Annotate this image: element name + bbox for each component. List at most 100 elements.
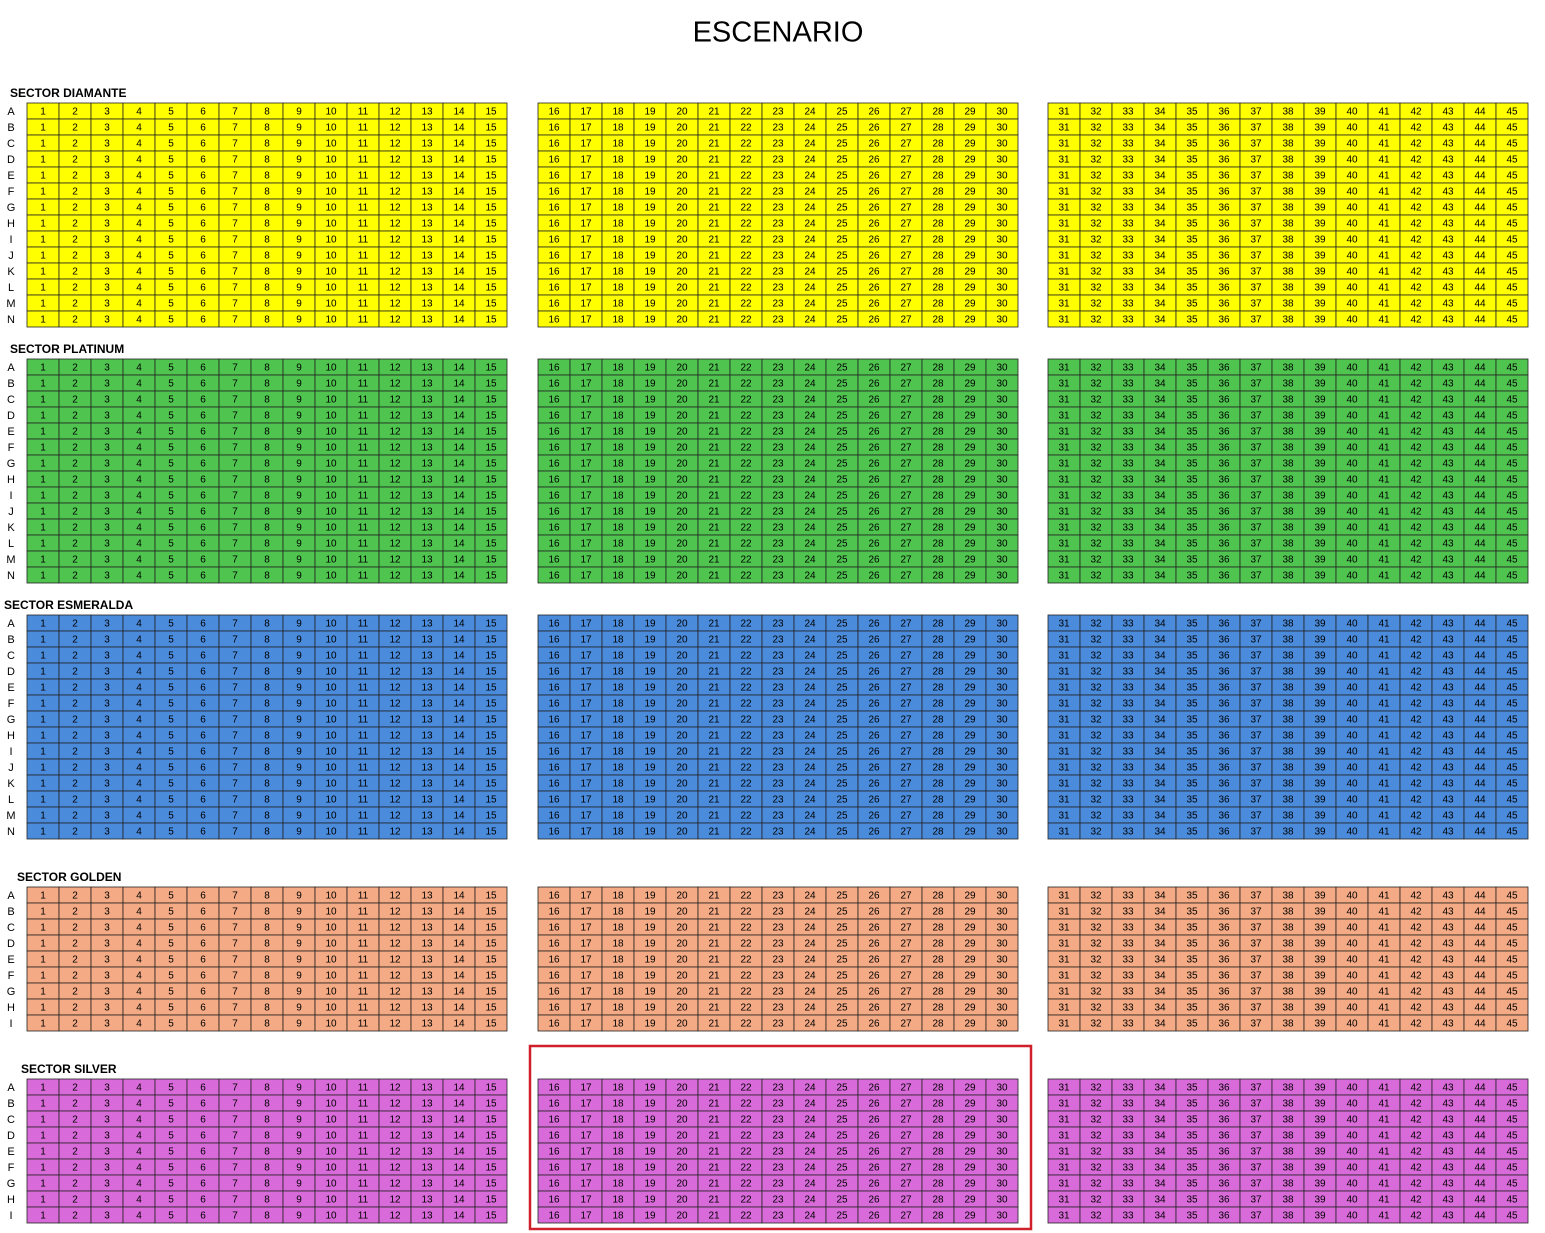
seat-number: 29 xyxy=(964,715,976,726)
seat-number: 6 xyxy=(200,107,206,118)
seat-number: 22 xyxy=(740,171,752,182)
seat-number: 28 xyxy=(932,427,944,438)
seat-number: 8 xyxy=(264,155,270,166)
seat-number: 38 xyxy=(1282,1083,1294,1094)
seat[interactable] xyxy=(985,310,1019,328)
seat-number: 15 xyxy=(485,971,497,982)
seat-number: 37 xyxy=(1250,1115,1262,1126)
seat-number: 5 xyxy=(168,683,174,694)
seat-number: 34 xyxy=(1154,987,1166,998)
seat-number: 13 xyxy=(421,523,433,534)
seat-number: 11 xyxy=(358,1003,369,1014)
seat-number: 14 xyxy=(453,907,465,918)
seat-number: 37 xyxy=(1250,491,1262,502)
seat-number: 45 xyxy=(1506,571,1518,582)
seat-number: 45 xyxy=(1506,187,1518,198)
seat-number: 41 xyxy=(1378,939,1390,950)
seat-number: 15 xyxy=(485,683,497,694)
seat-number: 2 xyxy=(72,1019,78,1030)
seat-number: 3 xyxy=(104,891,110,902)
seat-number: 33 xyxy=(1122,1083,1134,1094)
seat-number: 43 xyxy=(1442,555,1454,566)
seat-number: 20 xyxy=(676,155,688,166)
seat-number: 9 xyxy=(296,763,302,774)
seat-number: 3 xyxy=(104,827,110,838)
seat-number: 19 xyxy=(644,1099,656,1110)
seat-number: 34 xyxy=(1154,811,1166,822)
seat-number: 34 xyxy=(1154,443,1166,454)
seat-number: 24 xyxy=(804,651,816,662)
seat-number: 13 xyxy=(421,635,433,646)
seat-number: 22 xyxy=(740,795,752,806)
seat-number: 41 xyxy=(1378,971,1390,982)
seat-number: 29 xyxy=(964,923,976,934)
seat-number: 20 xyxy=(676,363,688,374)
seat-number: 43 xyxy=(1442,667,1454,678)
seat-number: 13 xyxy=(421,267,433,278)
seat[interactable] xyxy=(474,310,508,328)
seat-number: 16 xyxy=(548,907,560,918)
seat-number: 21 xyxy=(708,923,720,934)
seat-number: 18 xyxy=(612,123,624,134)
seat-number: 11 xyxy=(358,475,369,486)
seat-number: 45 xyxy=(1506,795,1518,806)
seat-number: 37 xyxy=(1250,523,1262,534)
seat-number: 15 xyxy=(485,395,497,406)
seat-number: 20 xyxy=(676,939,688,950)
seat-number: 31 xyxy=(1058,763,1070,774)
seat-number: 8 xyxy=(264,811,270,822)
seat-number: 9 xyxy=(296,491,302,502)
seat-number: 20 xyxy=(676,1003,688,1014)
seat-number: 26 xyxy=(868,491,880,502)
seat-number: 44 xyxy=(1474,971,1486,982)
seat-number: 2 xyxy=(72,747,78,758)
seat-number: 23 xyxy=(772,651,784,662)
seat-number: 7 xyxy=(232,1019,238,1030)
seat-number: 37 xyxy=(1250,155,1262,166)
seat[interactable] xyxy=(1495,310,1529,328)
seat-number: 14 xyxy=(453,123,465,134)
seat-number: 15 xyxy=(485,731,497,742)
seat-number: 43 xyxy=(1442,1019,1454,1030)
seat-number: 11 xyxy=(358,139,369,150)
seat-number: 3 xyxy=(104,155,110,166)
seat-number: 9 xyxy=(296,731,302,742)
seat-number: 18 xyxy=(612,299,624,310)
seat-number: 31 xyxy=(1058,971,1070,982)
seat-number: 29 xyxy=(964,731,976,742)
seat-number: 8 xyxy=(264,779,270,790)
seat-number: 35 xyxy=(1186,171,1198,182)
seat-number: 41 xyxy=(1378,987,1390,998)
seat-number: 40 xyxy=(1346,139,1358,150)
seat-number: 43 xyxy=(1442,891,1454,902)
seat-number: 19 xyxy=(644,523,656,534)
seat-number: 44 xyxy=(1474,827,1486,838)
seat-number: 40 xyxy=(1346,555,1358,566)
seat-number: 31 xyxy=(1058,811,1070,822)
seat-number: 9 xyxy=(296,427,302,438)
seat-number: 17 xyxy=(580,203,592,214)
seat-number: 13 xyxy=(421,219,433,230)
seat-number: 28 xyxy=(932,747,944,758)
seat-number: 27 xyxy=(900,219,912,230)
seat-number: 4 xyxy=(136,939,142,950)
seat-number: 4 xyxy=(136,667,142,678)
seat-number: 33 xyxy=(1122,523,1134,534)
seat-number: 33 xyxy=(1122,827,1134,838)
seat-number: 6 xyxy=(200,475,206,486)
seat-number: 8 xyxy=(264,107,270,118)
seat-number: 28 xyxy=(932,795,944,806)
seat-number: 34 xyxy=(1154,475,1166,486)
row-label: F xyxy=(8,442,15,454)
seat-number: 24 xyxy=(804,315,816,326)
seat-number: 32 xyxy=(1090,123,1102,134)
seat-number: 4 xyxy=(136,491,142,502)
seat-number: 28 xyxy=(932,1003,944,1014)
seat-number: 33 xyxy=(1122,1099,1134,1110)
seat-number: 23 xyxy=(772,699,784,710)
seat-number: 43 xyxy=(1442,363,1454,374)
seat-number: 17 xyxy=(580,555,592,566)
seat-number: 13 xyxy=(421,795,433,806)
seat-number: 43 xyxy=(1442,459,1454,470)
seat-number: 16 xyxy=(548,395,560,406)
